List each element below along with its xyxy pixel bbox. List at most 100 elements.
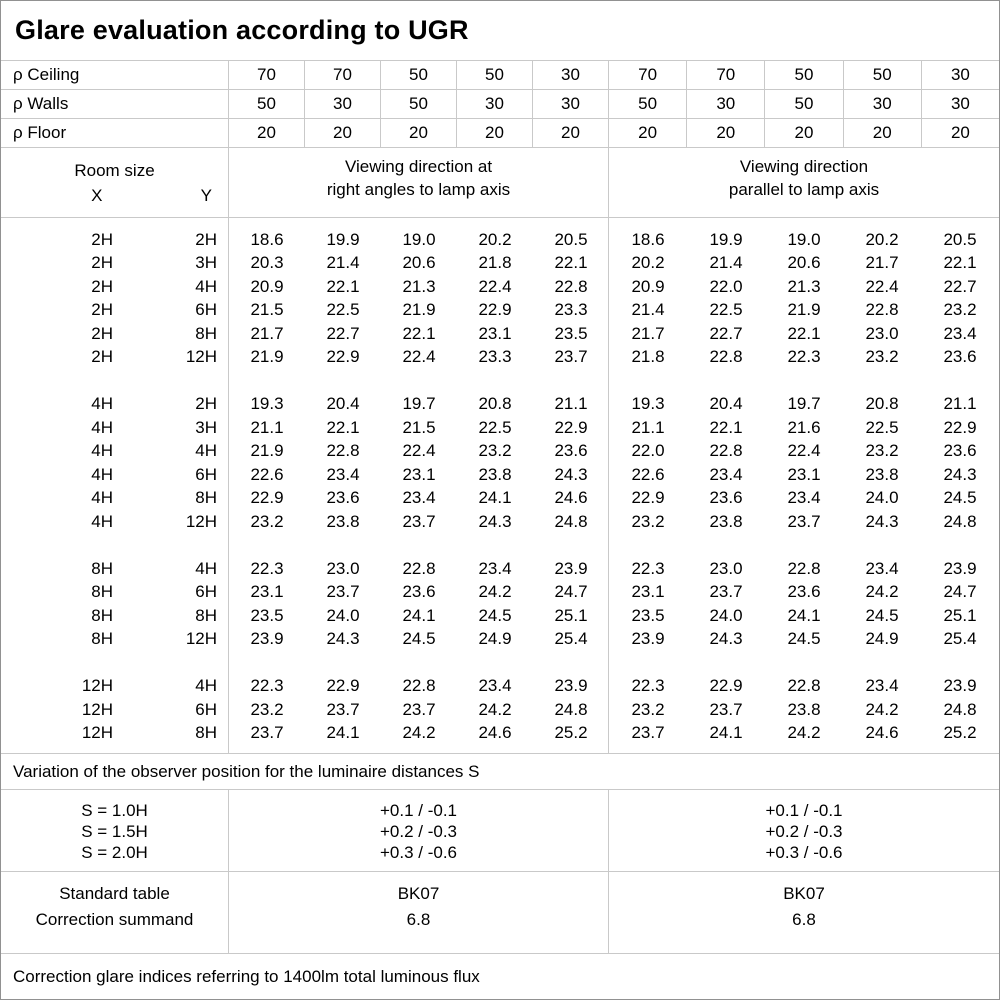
ugr-value: 23.4 — [943, 323, 977, 343]
ugr-value: 22.5 — [478, 417, 512, 437]
standard-right-angles-values: BK07 6.8 — [229, 872, 609, 953]
ugr-row: 2H 2H 18.6 19.9 19.0 20.2 20.5 18.6 19.9 19.0 20.2… — [1, 228, 999, 252]
ugr-value: 20.6 — [402, 253, 436, 273]
ugr-value: 19.0 — [402, 229, 436, 249]
right-angles-header-line2: right angles to lamp axis — [326, 180, 511, 199]
ugr-value: 23.7 — [402, 511, 436, 531]
ugr-value: 21.7 — [250, 323, 284, 343]
reflectance-value: 30 — [305, 90, 381, 118]
room-x-value: 4H — [91, 394, 113, 414]
ugr-value: 25.4 — [943, 629, 977, 649]
ugr-value: 21.8 — [631, 347, 665, 367]
room-x-value: 2H — [91, 276, 113, 296]
x-axis-label: X — [91, 186, 103, 205]
ugr-value: 24.2 — [865, 699, 899, 719]
room-y-value: 12H — [185, 629, 217, 649]
ugr-value: 24.8 — [554, 699, 588, 719]
ugr-row: 4H 3H 21.1 22.1 21.5 22.5 22.9 21.1 22.1 21.6 22.5… — [1, 416, 999, 440]
ugr-value: 23.6 — [943, 441, 977, 461]
ugr-value: 24.5 — [402, 629, 436, 649]
column-divider-middle — [608, 218, 609, 753]
room-x-value: 4H — [91, 441, 113, 461]
ugr-row: 2H 8H 21.7 22.7 22.1 23.1 23.5 21.7 22.7 22.1 23.0… — [1, 322, 999, 346]
ugr-value: 23.2 — [250, 511, 284, 531]
reflectance-value: 70 — [229, 61, 305, 89]
ugr-value: 22.0 — [631, 441, 665, 461]
ugr-row: 2H 12H 21.9 22.9 22.4 23.3 23.7 21.8 22.8 22.3 23.… — [1, 346, 999, 370]
ugr-value: 23.8 — [787, 699, 821, 719]
reflectance-row-label: ρ Walls — [1, 90, 229, 118]
ugr-value: 19.9 — [326, 229, 360, 249]
ugr-value: 21.4 — [326, 253, 360, 273]
ugr-value: 21.1 — [943, 394, 977, 414]
room-x-value: 4H — [91, 488, 113, 508]
parallel-header-line2: parallel to lamp axis — [728, 180, 880, 199]
room-y-value: 3H — [195, 417, 217, 437]
spacing-variation-block: S = 1.0H S = 1.5H S = 2.0H +0.1 / -0.1 +0.2… — [1, 790, 999, 872]
ugr-value: 23.6 — [402, 582, 436, 602]
ugr-value: 22.0 — [709, 276, 743, 296]
ugr-value: 23.4 — [787, 488, 821, 508]
ugr-value: 20.5 — [943, 229, 977, 249]
ugr-value: 23.9 — [631, 629, 665, 649]
ugr-value: 22.9 — [554, 417, 588, 437]
ugr-value: 20.4 — [326, 394, 360, 414]
room-x-value: 2H — [91, 253, 113, 273]
ugr-value: 24.2 — [478, 699, 512, 719]
ugr-value: 23.2 — [865, 441, 899, 461]
ugr-value: 24.0 — [326, 605, 360, 625]
s-parallel-values: +0.1 / -0.1 +0.2 / -0.3 +0.3 / -0.6 — [609, 790, 999, 871]
ugr-value: 22.4 — [478, 276, 512, 296]
reflectance-value: 50 — [609, 90, 688, 118]
ugr-value: 23.0 — [326, 558, 360, 578]
ugr-value: 20.2 — [631, 253, 665, 273]
ugr-value: 20.5 — [554, 229, 588, 249]
s-distance-label: S = 1.0H — [81, 801, 148, 820]
ugr-value: 22.1 — [554, 253, 588, 273]
room-y-value: 6H — [195, 699, 217, 719]
ugr-value: 24.2 — [865, 582, 899, 602]
ugr-row: 2H 3H 20.3 21.4 20.6 21.8 22.1 20.2 21.4 20.6 21.7… — [1, 252, 999, 276]
ugr-value: 21.1 — [554, 394, 588, 414]
ugr-value: 23.6 — [709, 488, 743, 508]
ugr-value: 21.1 — [250, 417, 284, 437]
ugr-value: 22.4 — [865, 276, 899, 296]
ugr-value: 24.1 — [787, 605, 821, 625]
ugr-value: 22.9 — [709, 676, 743, 696]
ugr-value: 23.3 — [478, 347, 512, 367]
reflectance-row-label: ρ Floor — [1, 119, 229, 147]
reflectance-value: 50 — [765, 61, 844, 89]
ugr-value: 23.5 — [631, 605, 665, 625]
s-distance-label: S = 2.0H — [81, 843, 148, 862]
ugr-value: 25.4 — [554, 629, 588, 649]
room-y-value: 3H — [195, 253, 217, 273]
room-x-value: 4H — [91, 511, 113, 531]
ugr-value: 23.1 — [478, 323, 512, 343]
ugr-value: 25.1 — [943, 605, 977, 625]
ugr-value: 22.8 — [709, 347, 743, 367]
ugr-row: 12H 4H 22.3 22.9 22.8 23.4 23.9 22.3 22.9 22.8 23.… — [1, 675, 999, 699]
ugr-value: 19.3 — [631, 394, 665, 414]
ugr-value: 22.8 — [402, 558, 436, 578]
standard-row-value: 6.8 — [792, 910, 816, 929]
ugr-value: 24.6 — [865, 723, 899, 743]
ugr-value: 21.9 — [402, 300, 436, 320]
ugr-value: 24.2 — [478, 582, 512, 602]
reflectance-value: 70 — [687, 61, 766, 89]
reflectance-value: 50 — [765, 90, 844, 118]
ugr-value: 24.1 — [402, 605, 436, 625]
ugr-value: 24.3 — [865, 511, 899, 531]
reflectance-row: ρ Walls 50 30 50 30 30 50 30 50 30 30 — [1, 90, 999, 119]
ugr-value: 23.2 — [865, 347, 899, 367]
ugr-value: 22.3 — [250, 676, 284, 696]
standard-parallel-values: BK07 6.8 — [609, 872, 999, 953]
reflectance-value: 30 — [533, 61, 609, 89]
ugr-value: 22.6 — [250, 464, 284, 484]
standard-row-value: BK07 — [783, 884, 825, 903]
ugr-value: 23.6 — [943, 347, 977, 367]
s-variation-value: +0.1 / -0.1 — [379, 801, 458, 820]
ugr-value: 22.8 — [787, 676, 821, 696]
ugr-value: 20.8 — [478, 394, 512, 414]
ugr-row: 8H 6H 23.1 23.7 23.6 24.2 24.7 23.1 23.7 23.6 24.2… — [1, 581, 999, 605]
ugr-value: 24.7 — [554, 582, 588, 602]
